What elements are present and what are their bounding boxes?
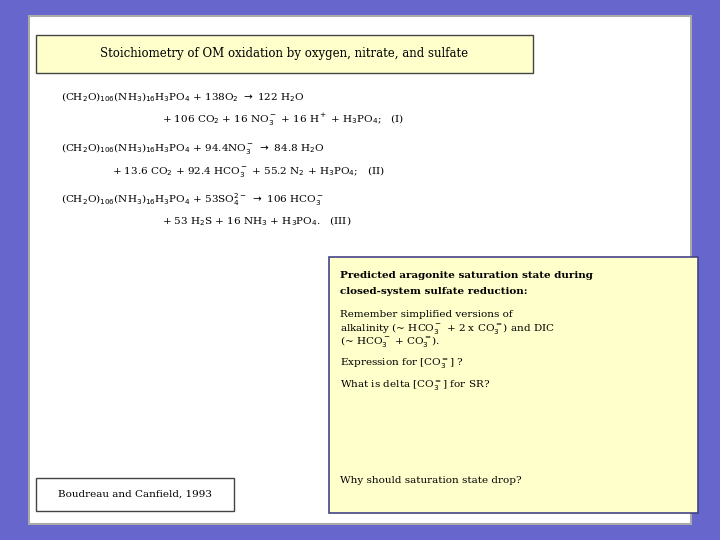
- Text: Predicted aragonite saturation state during: Predicted aragonite saturation state dur…: [340, 271, 593, 280]
- Text: (~ HCO$_3^-$ + CO$_3^=$).: (~ HCO$_3^-$ + CO$_3^=$).: [340, 334, 440, 349]
- FancyBboxPatch shape: [329, 256, 698, 513]
- Text: Stoichiometry of OM oxidation by oxygen, nitrate, and sulfate: Stoichiometry of OM oxidation by oxygen,…: [100, 48, 469, 60]
- Text: (CH$_2$O)$_{106}$(NH$_3$)$_{16}$H$_3$PO$_4$ + 53SO$_4^{2-}$ $\rightarrow$ 106 HC: (CH$_2$O)$_{106}$(NH$_3$)$_{16}$H$_3$PO$…: [61, 191, 324, 208]
- Text: (CH$_2$O)$_{106}$(NH$_3$)$_{16}$H$_3$PO$_4$ + 138O$_2$ $\rightarrow$ 122 H$_2$O: (CH$_2$O)$_{106}$(NH$_3$)$_{16}$H$_3$PO$…: [61, 90, 305, 104]
- FancyBboxPatch shape: [36, 478, 234, 511]
- Text: Expression for [CO$_3^=$] ?: Expression for [CO$_3^=$] ?: [340, 356, 464, 372]
- Text: alkalinity (~ HCO$_3^-$ + 2 x CO$_3^=$) and DIC: alkalinity (~ HCO$_3^-$ + 2 x CO$_3^=$) …: [340, 321, 554, 336]
- Text: + 13.6 CO$_2$ + 92.4 HCO$_3^-$ + 55.2 N$_2$ + H$_3$PO$_4$;   (II): + 13.6 CO$_2$ + 92.4 HCO$_3^-$ + 55.2 N$…: [112, 164, 384, 179]
- Text: + 53 H$_2$S + 16 NH$_3$ + H$_3$PO$_4$.   (III): + 53 H$_2$S + 16 NH$_3$ + H$_3$PO$_4$. (…: [162, 214, 351, 228]
- Text: What is delta [CO$_3^=$] for SR?: What is delta [CO$_3^=$] for SR?: [340, 379, 490, 394]
- Text: + 106 CO$_2$ + 16 NO$_3^-$ + 16 H$^+$ + H$_3$PO$_4$;   (I): + 106 CO$_2$ + 16 NO$_3^-$ + 16 H$^+$ + …: [162, 112, 404, 128]
- Text: Boudreau and Canfield, 1993: Boudreau and Canfield, 1993: [58, 490, 212, 499]
- Text: Why should saturation state drop?: Why should saturation state drop?: [340, 476, 521, 485]
- Text: closed-system sulfate reduction:: closed-system sulfate reduction:: [340, 287, 528, 296]
- FancyBboxPatch shape: [36, 35, 533, 73]
- Text: Remember simplified versions of: Remember simplified versions of: [340, 310, 513, 319]
- Text: (CH$_2$O)$_{106}$(NH$_3$)$_{16}$H$_3$PO$_4$ + 94.4NO$_3^-$ $\rightarrow$ 84.8 H$: (CH$_2$O)$_{106}$(NH$_3$)$_{16}$H$_3$PO$…: [61, 141, 324, 156]
- FancyBboxPatch shape: [29, 16, 691, 524]
